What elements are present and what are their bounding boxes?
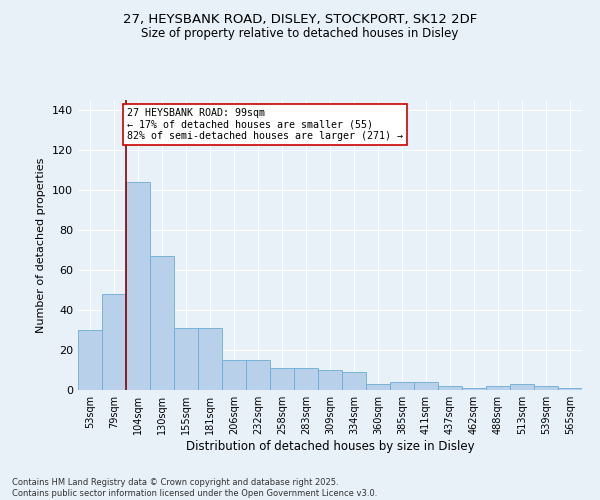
Bar bbox=[534, 386, 558, 390]
Bar bbox=[438, 386, 462, 390]
Bar bbox=[390, 382, 414, 390]
Bar bbox=[222, 360, 246, 390]
Text: Size of property relative to detached houses in Disley: Size of property relative to detached ho… bbox=[142, 28, 458, 40]
Bar bbox=[174, 328, 198, 390]
Bar bbox=[510, 384, 534, 390]
Text: 27 HEYSBANK ROAD: 99sqm
← 17% of detached houses are smaller (55)
82% of semi-de: 27 HEYSBANK ROAD: 99sqm ← 17% of detache… bbox=[127, 108, 403, 141]
Bar bbox=[198, 328, 222, 390]
Bar bbox=[486, 386, 510, 390]
Y-axis label: Number of detached properties: Number of detached properties bbox=[37, 158, 46, 332]
Bar bbox=[102, 294, 126, 390]
Bar bbox=[366, 384, 390, 390]
Bar bbox=[558, 388, 582, 390]
Bar bbox=[78, 330, 102, 390]
Bar bbox=[414, 382, 438, 390]
Bar bbox=[246, 360, 270, 390]
Bar bbox=[270, 368, 294, 390]
Bar bbox=[342, 372, 366, 390]
Text: 27, HEYSBANK ROAD, DISLEY, STOCKPORT, SK12 2DF: 27, HEYSBANK ROAD, DISLEY, STOCKPORT, SK… bbox=[123, 12, 477, 26]
Bar bbox=[294, 368, 318, 390]
Bar bbox=[462, 388, 486, 390]
Bar bbox=[318, 370, 342, 390]
X-axis label: Distribution of detached houses by size in Disley: Distribution of detached houses by size … bbox=[185, 440, 475, 453]
Bar bbox=[150, 256, 174, 390]
Bar bbox=[126, 182, 150, 390]
Text: Contains HM Land Registry data © Crown copyright and database right 2025.
Contai: Contains HM Land Registry data © Crown c… bbox=[12, 478, 377, 498]
